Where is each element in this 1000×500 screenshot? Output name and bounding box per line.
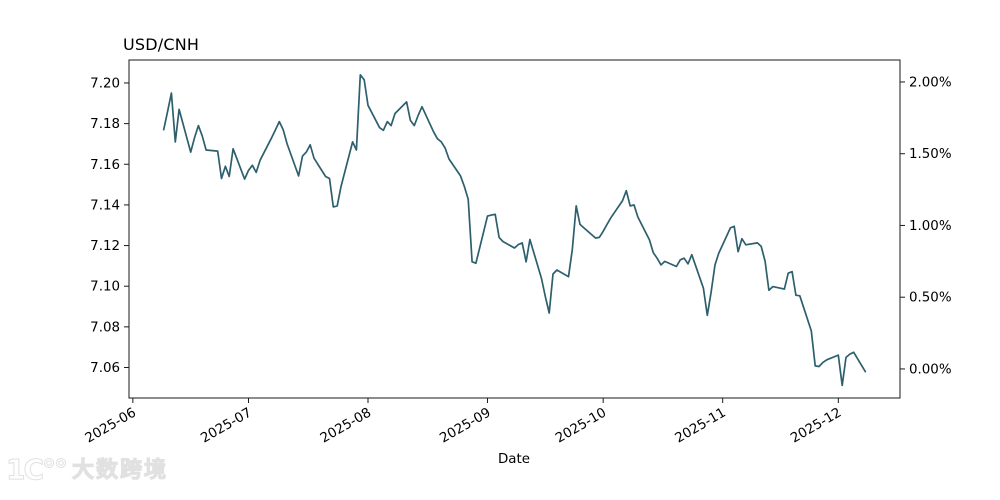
right-axis-tick-label: 0.00% [909,362,952,377]
left-axis-tick-label: 7.08 [90,320,120,335]
right-axis-tick-label: 1.50% [909,147,952,162]
x-axis-tick-label: 2025-12 [788,405,844,446]
right-axis-tick-label: 0.50% [909,291,952,306]
left-axis-tick-label: 7.20 [90,76,120,91]
x-axis-tick-label: 2025-08 [318,405,374,446]
left-axis-tick-label: 7.10 [90,280,120,295]
x-axis-label: Date [497,452,531,467]
right-axis-tick-label: 2.00% [909,75,952,90]
left-axis-tick-label: 7.14 [90,198,120,213]
plot-border [128,59,901,399]
x-axis-tick-label: 2025-09 [438,405,494,446]
left-axis-tick-label: 7.16 [90,158,120,173]
x-axis-tick-label: 2025-11 [673,405,729,446]
x-axis-tick-label: 2025-10 [553,405,609,446]
left-axis-tick-label: 7.18 [90,117,120,132]
x-axis-tick-label: 2025-06 [83,405,139,446]
price-line [162,73,867,387]
x-axis-tick-label: 2025-07 [199,405,255,446]
chart-title: USD/CNH [123,35,200,54]
left-axis-tick-label: 7.06 [90,361,120,376]
left-axis-tick-label: 7.12 [90,239,120,254]
right-axis-tick-label: 1.00% [909,219,952,234]
